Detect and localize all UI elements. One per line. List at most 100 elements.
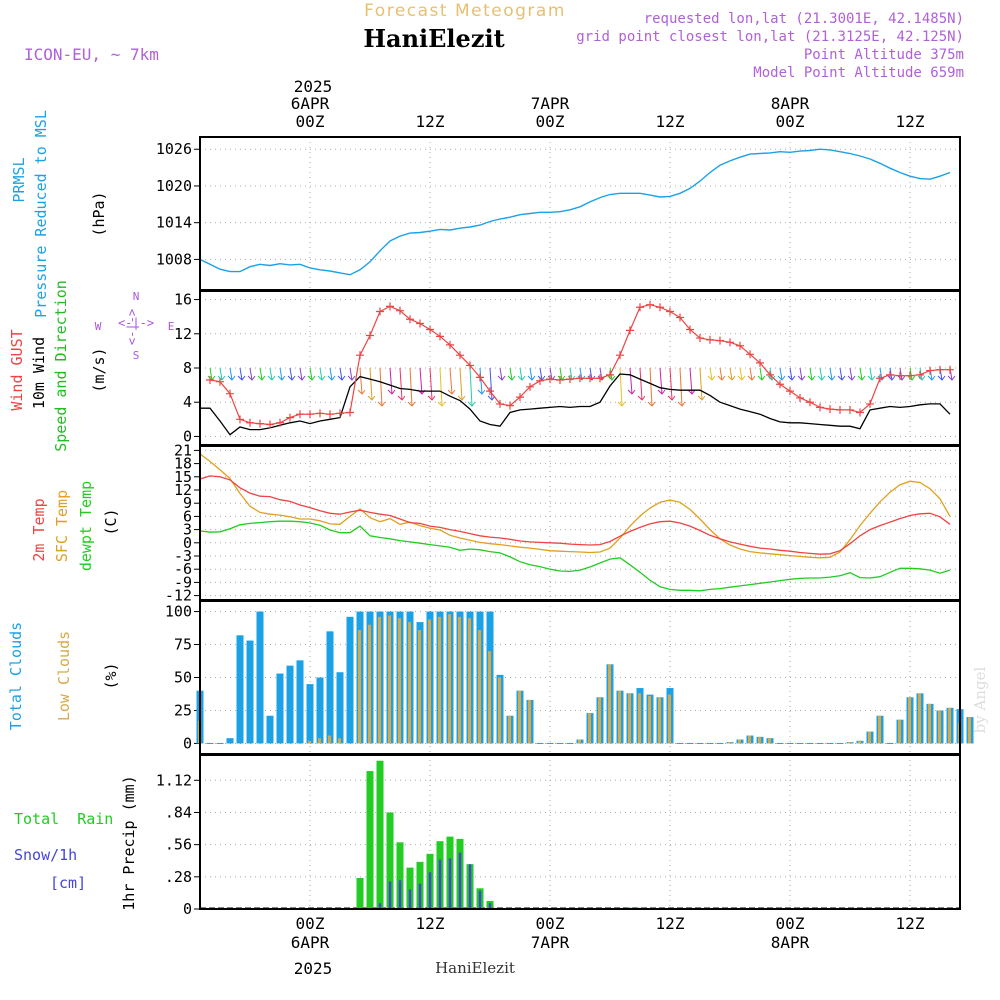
gust-marker — [766, 370, 774, 379]
wind-arrow-head — [577, 375, 586, 381]
gust-marker — [566, 375, 574, 384]
low-cloud-bar — [628, 693, 631, 744]
wind-arrow-head — [907, 375, 916, 381]
compass-legend: <-|-> <-|-> N S E W — [95, 290, 175, 362]
wind-arrow-head — [377, 401, 386, 407]
gust-marker — [326, 410, 334, 419]
y-tick-label: -12 — [165, 587, 192, 605]
snow-label: Snow/1h — [14, 846, 77, 864]
wind-arrow-head — [927, 375, 936, 381]
precip-axis-label: Total Rain Snow/1h [cm] 1hr Precip (mm) — [14, 775, 138, 910]
wind-arrow-shaft — [899, 367, 903, 381]
wind-arrow-shaft — [359, 367, 363, 395]
gust-marker — [876, 374, 884, 383]
wind-arrow-shaft — [369, 367, 373, 401]
total-cloud-bar — [296, 660, 304, 744]
wind-arrow-shaft — [699, 367, 703, 401]
wind-arrow-head — [477, 389, 486, 395]
low-cloud-bar — [908, 697, 911, 744]
rain-bar — [366, 771, 374, 909]
bottom-time-label: 00Z — [296, 914, 325, 933]
snow-bar — [448, 858, 452, 909]
gust-marker — [286, 413, 294, 422]
wind-arrow-shaft — [869, 367, 873, 381]
gust-marker — [426, 325, 434, 334]
bottom-time-label: 12Z — [656, 914, 685, 933]
wind-direction-arrow — [467, 367, 476, 407]
wind-10m-label: 10m Wind — [30, 337, 48, 409]
wind-arrow-shaft — [429, 367, 433, 401]
wind-arrow-shaft — [439, 367, 443, 407]
wind-arrow-head — [917, 375, 926, 381]
low-cloud-bar — [318, 738, 321, 744]
wind-direction-arrow — [327, 367, 336, 381]
wind-arrow-shaft — [259, 367, 263, 381]
y-tick-label: 75 — [174, 636, 192, 654]
gust-marker — [386, 302, 394, 311]
wind-axis-label: Wind GUST 10m Wind Speed and Direction (… — [8, 280, 108, 452]
wind-arrow-shaft — [489, 367, 493, 401]
wind-direction-arrow — [237, 367, 246, 381]
wind-direction-arrow — [777, 367, 786, 381]
snow-bar — [488, 903, 492, 909]
gust-marker — [496, 399, 504, 408]
wind-arrow-head — [307, 375, 316, 381]
gust-marker — [836, 405, 844, 414]
low-cloud-bar — [498, 677, 501, 744]
requested-coords: requested lon,lat (21.3001E, 42.1485N) — [644, 11, 964, 27]
y-tick-label: -6 — [174, 560, 192, 578]
wind-arrow-head — [757, 375, 766, 381]
low-cloud-bar — [438, 616, 441, 744]
wind-direction-arrow — [887, 367, 896, 381]
wind-arrow-head — [797, 375, 806, 381]
wind-arrow-shaft — [219, 367, 223, 381]
low-cloud-bar — [638, 693, 641, 744]
low-cloud-bar — [508, 715, 511, 744]
y-tick-label: 6 — [183, 507, 192, 525]
low-cloud-bar — [668, 694, 671, 744]
wind-direction-arrow — [767, 367, 776, 381]
wind-arrow-head — [617, 401, 626, 407]
low-cloud-bar — [898, 719, 901, 744]
wind-arrow-head — [947, 375, 956, 381]
rain-bar — [386, 812, 394, 909]
top-date-label: 6APR — [291, 94, 330, 113]
y-tick-label: 12 — [174, 481, 192, 499]
bottom-date-label: 8APR — [771, 933, 810, 952]
wind-arrow-head — [217, 375, 226, 381]
gust-marker — [846, 405, 854, 414]
low-cloud-bar — [358, 630, 361, 744]
wind-direction-arrow — [537, 367, 546, 381]
wind-arrow-head — [337, 375, 346, 381]
wind-arrow-head — [787, 375, 796, 381]
wind-arrow-head — [467, 401, 476, 407]
wind-arrow-shaft — [679, 367, 683, 407]
top-time-label: 12Z — [416, 112, 445, 131]
gust-marker — [706, 335, 714, 344]
gust-marker — [256, 419, 264, 428]
wind-arrow-head — [807, 375, 816, 381]
wind-arrow-shaft — [459, 367, 463, 401]
temp-unit: (C) — [102, 508, 120, 535]
wind-direction-arrow — [867, 367, 876, 381]
total-cloud-bar — [316, 677, 324, 744]
wind-direction-arrow — [757, 367, 766, 381]
wind-arrow-head — [227, 375, 236, 381]
low-cloud-bar — [468, 618, 471, 744]
gust-marker — [666, 307, 674, 316]
low-cloud-bar — [308, 740, 311, 744]
y-tick-label: .28 — [165, 868, 192, 886]
wind-direction-arrow — [557, 367, 566, 381]
clouds-unit: (%) — [102, 662, 120, 689]
top-date-label: 8APR — [771, 94, 810, 113]
wind-arrow-shaft — [659, 367, 663, 395]
low-cloud-bar — [748, 735, 751, 744]
low-cloud-bar — [948, 707, 951, 744]
gust-marker — [476, 373, 484, 382]
low-cloud-bar — [458, 616, 461, 744]
total-cloud-bar — [236, 635, 244, 744]
wind-direction-arrow — [437, 367, 446, 407]
y-tick-label: 50 — [174, 669, 192, 687]
snow-bar — [378, 903, 382, 909]
